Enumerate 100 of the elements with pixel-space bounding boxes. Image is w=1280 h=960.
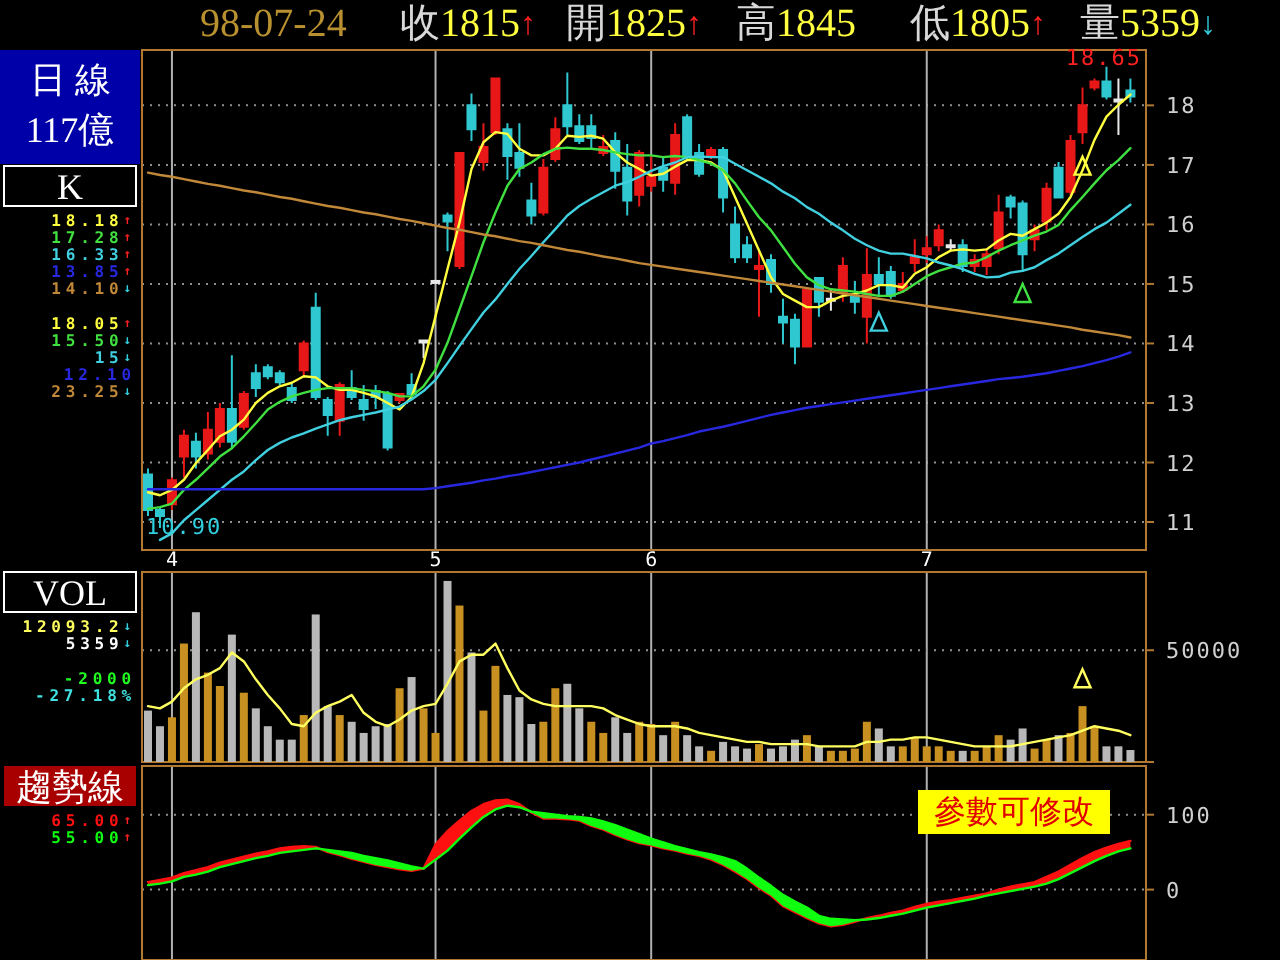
bar	[539, 721, 548, 762]
bar	[659, 735, 668, 762]
bar	[767, 748, 775, 762]
bar	[407, 677, 416, 762]
bar	[203, 672, 212, 762]
candlestick	[1089, 77, 1100, 92]
point	[1073, 155, 1092, 176]
bar	[1102, 746, 1111, 762]
bar	[850, 748, 859, 762]
bar	[515, 697, 524, 762]
chart-title: VOL	[33, 573, 107, 613]
bar	[383, 724, 392, 762]
bar	[1114, 746, 1123, 762]
bar	[155, 726, 164, 762]
text: -2000	[63, 669, 136, 687]
candlestick	[933, 223, 944, 253]
bar	[419, 708, 428, 762]
y-tick-label: 15	[1166, 270, 1197, 297]
bar	[263, 726, 272, 762]
bar	[802, 735, 811, 762]
text: K	[57, 167, 83, 207]
bar	[814, 746, 823, 762]
y-tick-label: 16	[1166, 211, 1197, 238]
text: -27.18%	[34, 686, 136, 704]
bar	[898, 746, 907, 762]
x-tick-label: 5	[429, 549, 442, 571]
bar	[227, 634, 236, 762]
bar	[910, 737, 919, 762]
bar	[455, 605, 464, 762]
bar	[886, 746, 895, 762]
text: 98-07-24	[200, 2, 347, 46]
x-tick-label: 6	[645, 549, 658, 571]
bar	[1066, 732, 1075, 762]
line-series	[146, 351, 1132, 491]
candlestick	[466, 92, 477, 143]
bar	[695, 746, 704, 762]
bar	[826, 750, 835, 762]
bar	[934, 746, 943, 762]
bar	[275, 739, 284, 762]
bar	[587, 721, 596, 762]
bar	[479, 710, 488, 762]
candlestick	[526, 181, 537, 226]
bar	[1126, 750, 1135, 762]
bar	[371, 726, 380, 762]
text: 低1805↑	[910, 2, 1046, 46]
annotation: 18.65	[1065, 43, 1142, 70]
candlestick	[1113, 77, 1124, 137]
y-tick-label: 0	[1166, 876, 1182, 903]
bar	[431, 732, 440, 762]
candlestick	[418, 339, 429, 360]
y-tick-label: 17	[1166, 151, 1197, 178]
candlestick	[190, 431, 201, 470]
bar	[755, 744, 764, 762]
candlestick	[226, 354, 237, 449]
bar	[707, 750, 716, 762]
candlestick	[442, 211, 453, 253]
bar	[167, 717, 176, 762]
bar	[623, 732, 632, 762]
text: 開1825↑	[566, 2, 702, 46]
x-tick-label: 7	[920, 549, 933, 571]
bar	[491, 665, 500, 762]
candlestick	[1101, 65, 1112, 101]
point	[1013, 282, 1032, 304]
bar	[395, 688, 404, 762]
bar	[551, 688, 560, 762]
point	[869, 311, 889, 332]
candlestick	[945, 238, 956, 253]
text: 量5359↓	[1080, 2, 1216, 46]
bar	[359, 732, 368, 762]
candlestick	[478, 122, 489, 172]
bar	[611, 717, 620, 762]
candlestick	[754, 250, 765, 318]
text: 高1845	[736, 0, 856, 46]
y-tick-label: 13	[1166, 389, 1197, 416]
line-series	[146, 171, 1132, 339]
bar	[970, 750, 979, 762]
bar	[862, 721, 871, 762]
bar	[335, 715, 344, 762]
bar	[1042, 739, 1051, 762]
bar	[575, 708, 584, 762]
bar	[239, 692, 248, 762]
bar	[563, 683, 572, 762]
candlestick	[538, 157, 549, 217]
bar	[191, 612, 200, 762]
y-tick-label: 18	[1166, 92, 1197, 119]
bar	[838, 750, 847, 762]
bar	[311, 614, 320, 762]
x-tick-label: 4	[165, 549, 178, 571]
bar	[299, 715, 308, 762]
bar	[503, 694, 512, 762]
line-series	[146, 93, 1132, 497]
bar	[874, 728, 883, 762]
candlestick	[1053, 160, 1064, 199]
bar	[1030, 748, 1039, 762]
bar	[922, 746, 931, 762]
candlestick	[1077, 86, 1088, 146]
text: 日 線	[29, 60, 111, 100]
bar	[683, 735, 692, 762]
y-tick-label: 100	[1166, 801, 1212, 828]
bar	[215, 686, 224, 762]
